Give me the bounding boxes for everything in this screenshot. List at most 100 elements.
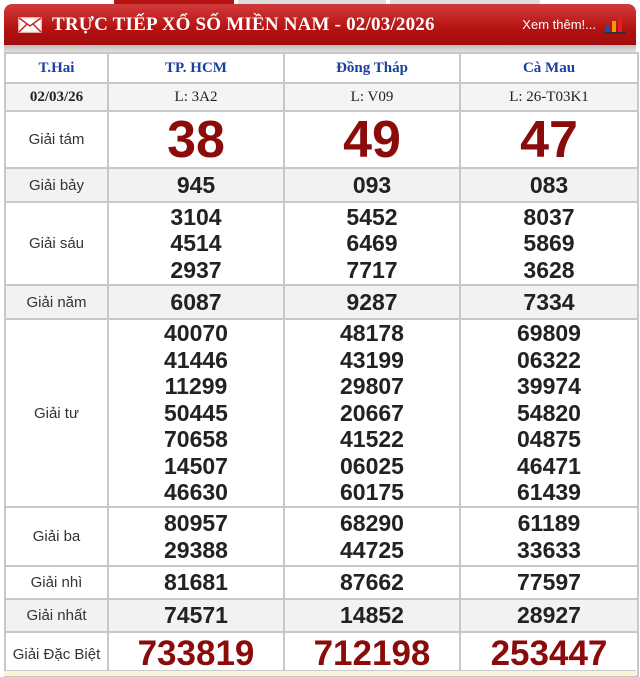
tab[interactable] xyxy=(390,0,540,6)
prize-cell: 14852 xyxy=(283,598,461,633)
province-link[interactable]: TP. HCM xyxy=(107,52,285,84)
prize-number: 4514 xyxy=(170,230,222,257)
prize-number: 6469 xyxy=(346,230,398,257)
prize-row: Giải tư 40070 41446 11299 50445 70658 14507 466… xyxy=(4,318,639,508)
tab[interactable] xyxy=(238,0,386,6)
prize-cell: 945 xyxy=(107,167,285,203)
prize-number: 46630 xyxy=(164,479,228,506)
prize-number: 8037 xyxy=(523,203,575,230)
prize-label: Giải sáu xyxy=(4,201,109,286)
prize-number: 253447 xyxy=(490,634,608,673)
prize-row: Giải sáu 3104 4514 2937 5452 6469 7717 8037 5869… xyxy=(4,201,639,286)
prize-label: Giải nhì xyxy=(4,565,109,600)
prize-number: 2937 xyxy=(170,256,222,283)
prize-number: 60175 xyxy=(340,479,404,506)
prize-number: 41446 xyxy=(164,346,228,373)
header-title: TRỰC TIẾP XỔ SỐ MIỀN NAM - 02/03/2026 xyxy=(52,13,435,35)
prize-number: 49 xyxy=(343,110,401,169)
prize-cell: 68290 44725 xyxy=(283,506,461,567)
prize-cell: 6087 xyxy=(107,284,285,320)
bar-chart-icon[interactable] xyxy=(604,16,626,34)
prize-number: 87662 xyxy=(340,569,404,596)
province-link[interactable]: Đồng Tháp xyxy=(283,52,461,84)
prize-number: 54820 xyxy=(517,399,581,426)
province-link[interactable]: Cà Mau xyxy=(459,52,639,84)
prize-number: 5869 xyxy=(523,230,575,257)
prize-cell: 87662 xyxy=(283,565,461,600)
prize-cell: 49 xyxy=(283,110,461,169)
date-row: 02/03/26 L: 3A2 L: V09 L: 26-T03K1 xyxy=(4,82,639,112)
prize-row: Giải năm 6087 9287 7334 xyxy=(4,284,639,320)
prize-number: 6087 xyxy=(170,288,222,315)
tab-active[interactable] xyxy=(114,0,234,6)
prize-number: 48178 xyxy=(340,320,404,347)
prize-cell: 61189 33633 xyxy=(459,506,639,567)
prize-cell: 69809 06322 39974 54820 04875 46471 61439 xyxy=(459,318,639,508)
prize-number: 7334 xyxy=(523,288,575,315)
prize-row: Giải nhì 81681 87662 77597 xyxy=(4,565,639,600)
prize-cell: 77597 xyxy=(459,565,639,600)
prize-number: 69809 xyxy=(517,320,581,347)
header-divider xyxy=(4,45,636,53)
prize-number: 5452 xyxy=(346,203,398,230)
prize-number: 61189 xyxy=(517,510,581,536)
prize-number: 47 xyxy=(520,110,578,169)
prize-label: Giải bảy xyxy=(4,167,109,203)
prize-number: 61439 xyxy=(517,479,581,506)
results-header: TRỰC TIẾP XỔ SỐ MIỀN NAM - 02/03/2026 Xe… xyxy=(4,4,636,45)
prize-number: 11299 xyxy=(164,373,228,400)
prize-cell: 80957 29388 xyxy=(107,506,285,567)
prize-number: 093 xyxy=(352,171,392,198)
prize-number: 945 xyxy=(176,171,216,198)
see-more-link[interactable]: Xem thêm!... xyxy=(522,17,596,32)
table-footer xyxy=(4,670,636,676)
prize-cell: 48178 43199 29807 20667 41522 06025 60175 xyxy=(283,318,461,508)
prize-number: 28927 xyxy=(517,602,581,629)
prize-number: 04875 xyxy=(517,426,581,453)
lot-code: L: 26-T03K1 xyxy=(459,82,639,112)
prize-label: Giải nhất xyxy=(4,598,109,633)
prize-row: Giải nhất 74571 14852 28927 xyxy=(4,598,639,633)
prize-number: 083 xyxy=(529,171,569,198)
prize-number: 74571 xyxy=(164,602,228,629)
prize-cell: 083 xyxy=(459,167,639,203)
prize-row: Giải tám 38 49 47 xyxy=(4,110,639,169)
prize-number: 9287 xyxy=(346,288,398,315)
prize-cell: 81681 xyxy=(107,565,285,600)
prize-number: 712198 xyxy=(313,634,431,673)
prize-label: Giải tư xyxy=(4,318,109,508)
prize-cell: 47 xyxy=(459,110,639,169)
weekday: T.Hai xyxy=(4,52,109,84)
prize-number: 06025 xyxy=(340,452,404,479)
prize-number: 33633 xyxy=(517,536,581,563)
province-header-row: T.Hai TP. HCM Đồng Tháp Cà Mau xyxy=(4,52,639,84)
prize-number: 3104 xyxy=(170,203,222,230)
prize-number: 68290 xyxy=(340,510,404,536)
prize-cell: 38 xyxy=(107,110,285,169)
prize-label: Giải ba xyxy=(4,506,109,567)
prize-number: 80957 xyxy=(164,510,228,536)
prize-number: 29807 xyxy=(340,373,404,400)
prize-cell: 093 xyxy=(283,167,461,203)
prize-number: 81681 xyxy=(164,569,228,596)
prize-number: 3628 xyxy=(523,256,575,283)
prize-row: Giải bảy 945 093 083 xyxy=(4,167,639,203)
prize-number: 41522 xyxy=(340,426,404,453)
lot-code: L: 3A2 xyxy=(107,82,285,112)
prize-label: Giải năm xyxy=(4,284,109,320)
prize-number: 40070 xyxy=(164,320,228,347)
prize-cell: 7334 xyxy=(459,284,639,320)
prize-cell: 9287 xyxy=(283,284,461,320)
prize-cell: 253447 xyxy=(459,631,639,677)
prize-number: 39974 xyxy=(517,373,581,400)
prize-number: 50445 xyxy=(164,399,228,426)
prize-number: 06322 xyxy=(517,346,581,373)
mail-icon xyxy=(18,16,42,33)
prize-number: 733819 xyxy=(137,634,255,673)
prize-cell: 8037 5869 3628 xyxy=(459,201,639,286)
prize-number: 43199 xyxy=(340,346,404,373)
prize-number: 77597 xyxy=(517,569,581,596)
prize-number: 7717 xyxy=(346,256,398,283)
prize-number: 38 xyxy=(167,110,225,169)
top-tabs xyxy=(0,0,640,6)
